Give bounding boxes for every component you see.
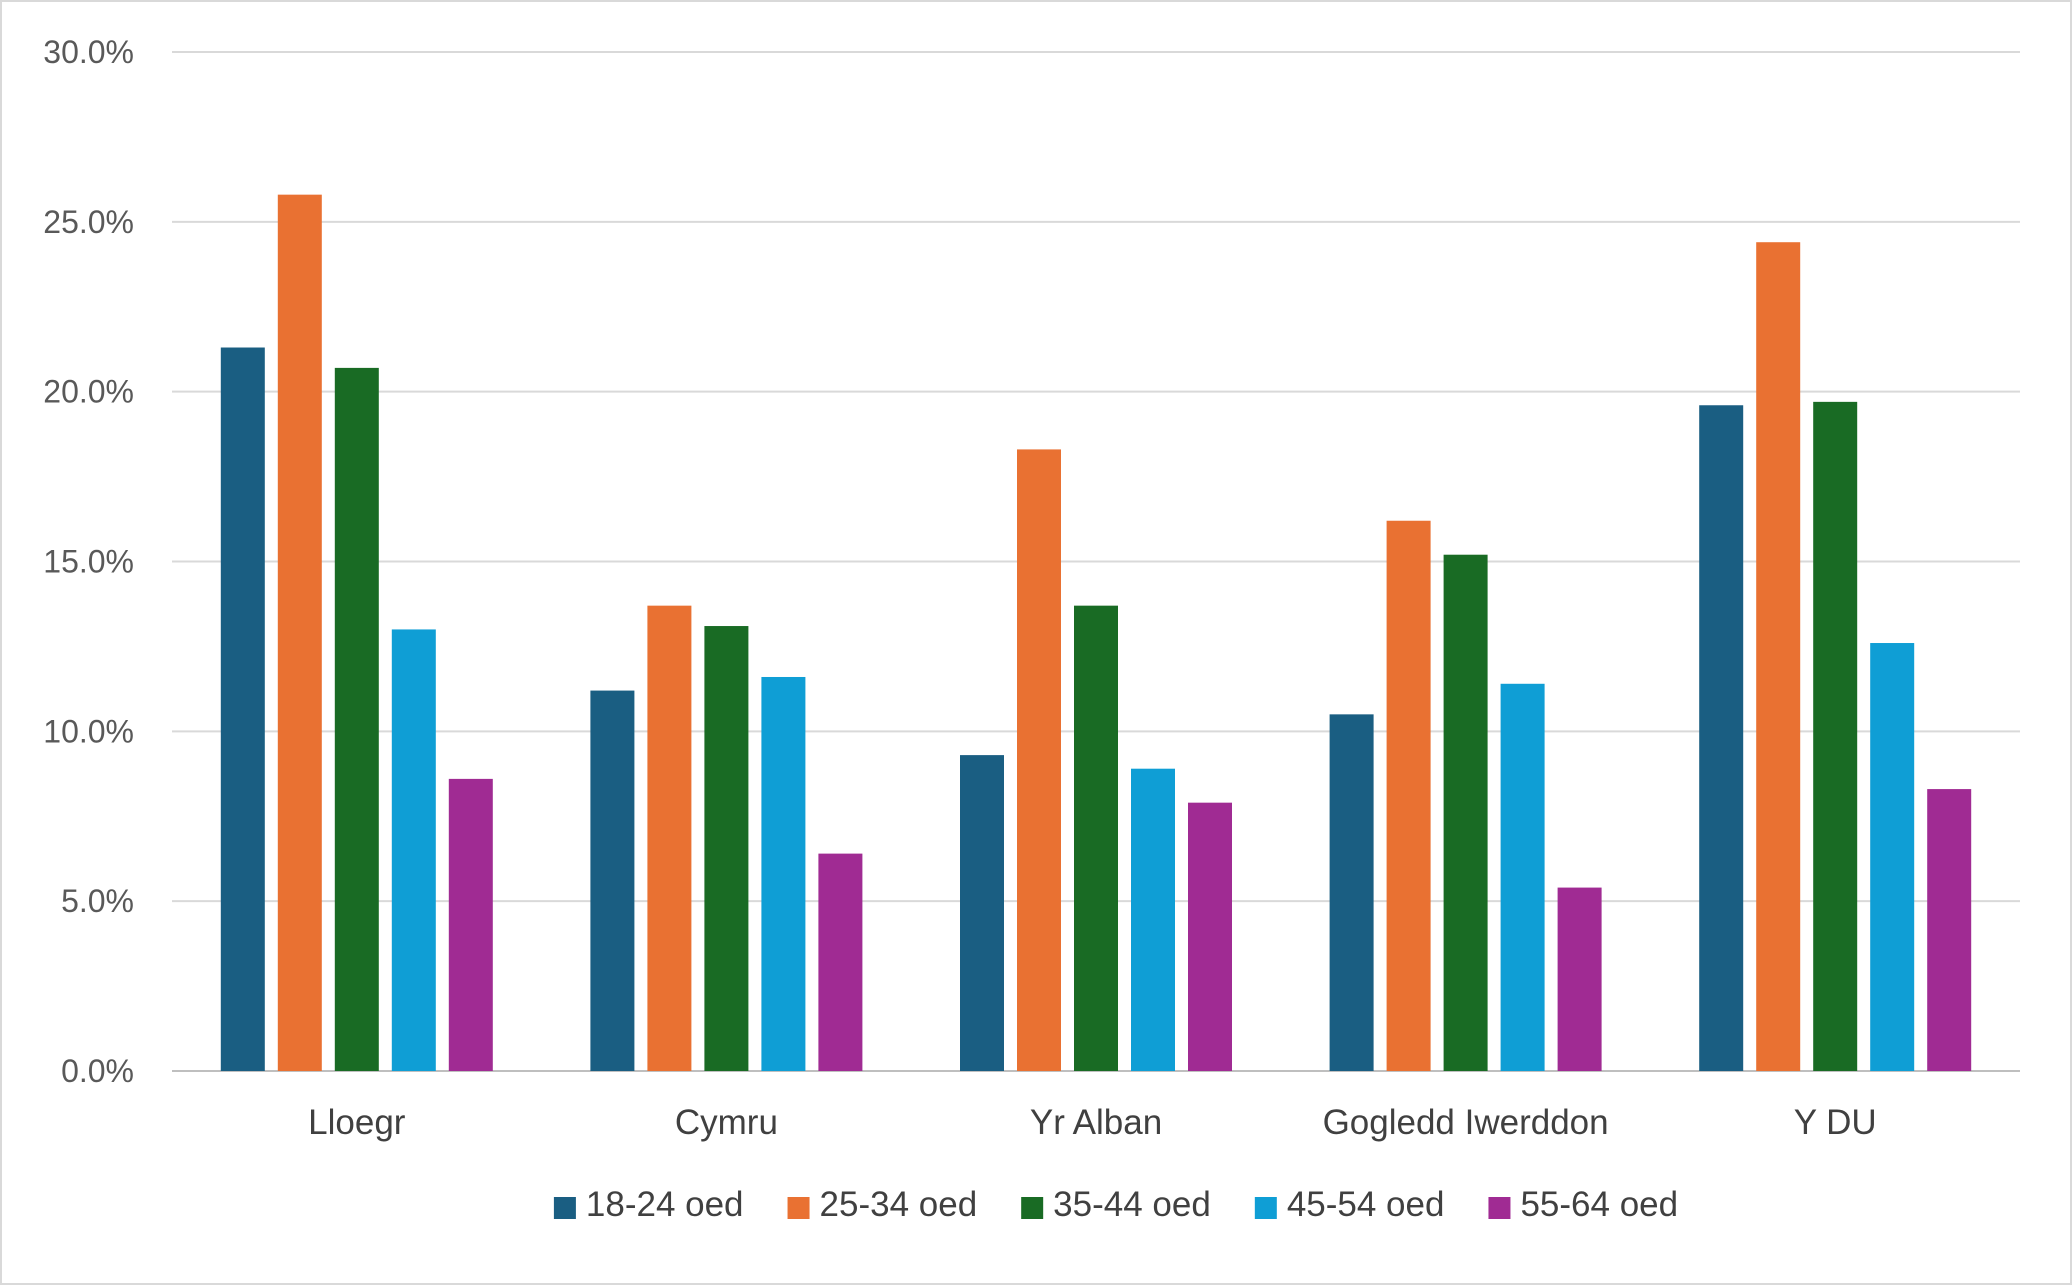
legend-swatch — [1488, 1197, 1511, 1219]
bar-18-24-oed-gogledd-iwerddon — [1329, 714, 1374, 1071]
legend-label: 18-24 oed — [586, 1185, 744, 1224]
bar-45-54-oed-y-du — [1870, 643, 1915, 1071]
bar-18-24-oed-y-du — [1699, 405, 1744, 1072]
x-category-label: Y DU — [1794, 1103, 1877, 1142]
legend-item: 18-24 oed — [553, 1185, 744, 1224]
bar-35-44-oed-gogledd-iwerddon — [1443, 554, 1488, 1071]
legend-item: 25-34 oed — [787, 1185, 978, 1224]
y-tick-label: 15.0% — [43, 544, 134, 580]
legend-label: 35-44 oed — [1053, 1185, 1211, 1224]
x-category-label: Yr Alban — [1030, 1103, 1162, 1142]
bar-55-64-oed-yr-alban — [1188, 802, 1232, 1071]
y-tick-label: 20.0% — [43, 374, 134, 410]
y-tick-label: 5.0% — [61, 883, 134, 919]
bar-25-34-oed-y-du — [1756, 242, 1801, 1072]
bar-55-64-oed-gogledd-iwerddon — [1557, 887, 1602, 1071]
legend-label: 55-64 oed — [1520, 1185, 1678, 1224]
y-tick-label: 30.0% — [43, 34, 134, 70]
legend-swatch — [553, 1197, 576, 1219]
y-axis-tick-labels: 0.0% 5.0% 10.0% 15.0% 20.0% 25.0% 30.0% — [43, 34, 134, 1089]
bar-18-24-oed-cymru — [590, 690, 635, 1071]
bar-55-64-oed-y-du — [1927, 789, 1972, 1071]
x-category-label: Lloegr — [308, 1103, 406, 1142]
bar-25-34-oed-cymru — [647, 605, 692, 1071]
legend-item: 55-64 oed — [1488, 1185, 1678, 1224]
y-tick-label: 25.0% — [43, 204, 134, 240]
legend-item: 35-44 oed — [1021, 1185, 1211, 1224]
legend-swatch — [787, 1197, 810, 1219]
bar-18-24-oed-yr-alban — [960, 755, 1004, 1071]
bar-35-44-oed-lloegr — [334, 367, 379, 1071]
legend-swatch — [1254, 1197, 1277, 1219]
x-axis-category-labels: Lloegr Cymru Yr Alban Gogledd Iwerddon Y DU — [308, 1103, 1877, 1142]
x-category-label: Cymru — [675, 1103, 778, 1142]
bar-18-24-oed-lloegr — [220, 347, 265, 1071]
bar-35-44-oed-cymru — [704, 626, 749, 1071]
legend-label: 25-34 oed — [820, 1185, 978, 1224]
y-tick-label: 10.0% — [43, 713, 134, 749]
bar-45-54-oed-gogledd-iwerddon — [1500, 683, 1545, 1071]
bar-25-34-oed-gogledd-iwerddon — [1386, 520, 1431, 1071]
legend-item: 45-54 oed — [1254, 1185, 1445, 1224]
bars — [220, 194, 1972, 1072]
bar-45-54-oed-cymru — [761, 676, 806, 1071]
legend-label: 45-54 oed — [1287, 1185, 1445, 1224]
bar-55-64-oed-lloegr — [448, 778, 493, 1071]
bar-35-44-oed-y-du — [1813, 401, 1858, 1071]
legend-swatch — [1021, 1197, 1044, 1219]
y-tick-label: 0.0% — [61, 1053, 134, 1089]
bar-45-54-oed-lloegr — [391, 629, 436, 1071]
bar-35-44-oed-yr-alban — [1074, 605, 1118, 1071]
bar-55-64-oed-cymru — [818, 853, 863, 1071]
x-category-label: Gogledd Iwerddon — [1323, 1103, 1609, 1142]
legend: 18-24 oed 25-34 oed 35-44 oed 45-54 oed 55-6… — [553, 1185, 1678, 1224]
bar-45-54-oed-yr-alban — [1131, 768, 1175, 1071]
bar-25-34-oed-lloegr — [277, 194, 322, 1071]
bar-25-34-oed-yr-alban — [1017, 449, 1061, 1071]
